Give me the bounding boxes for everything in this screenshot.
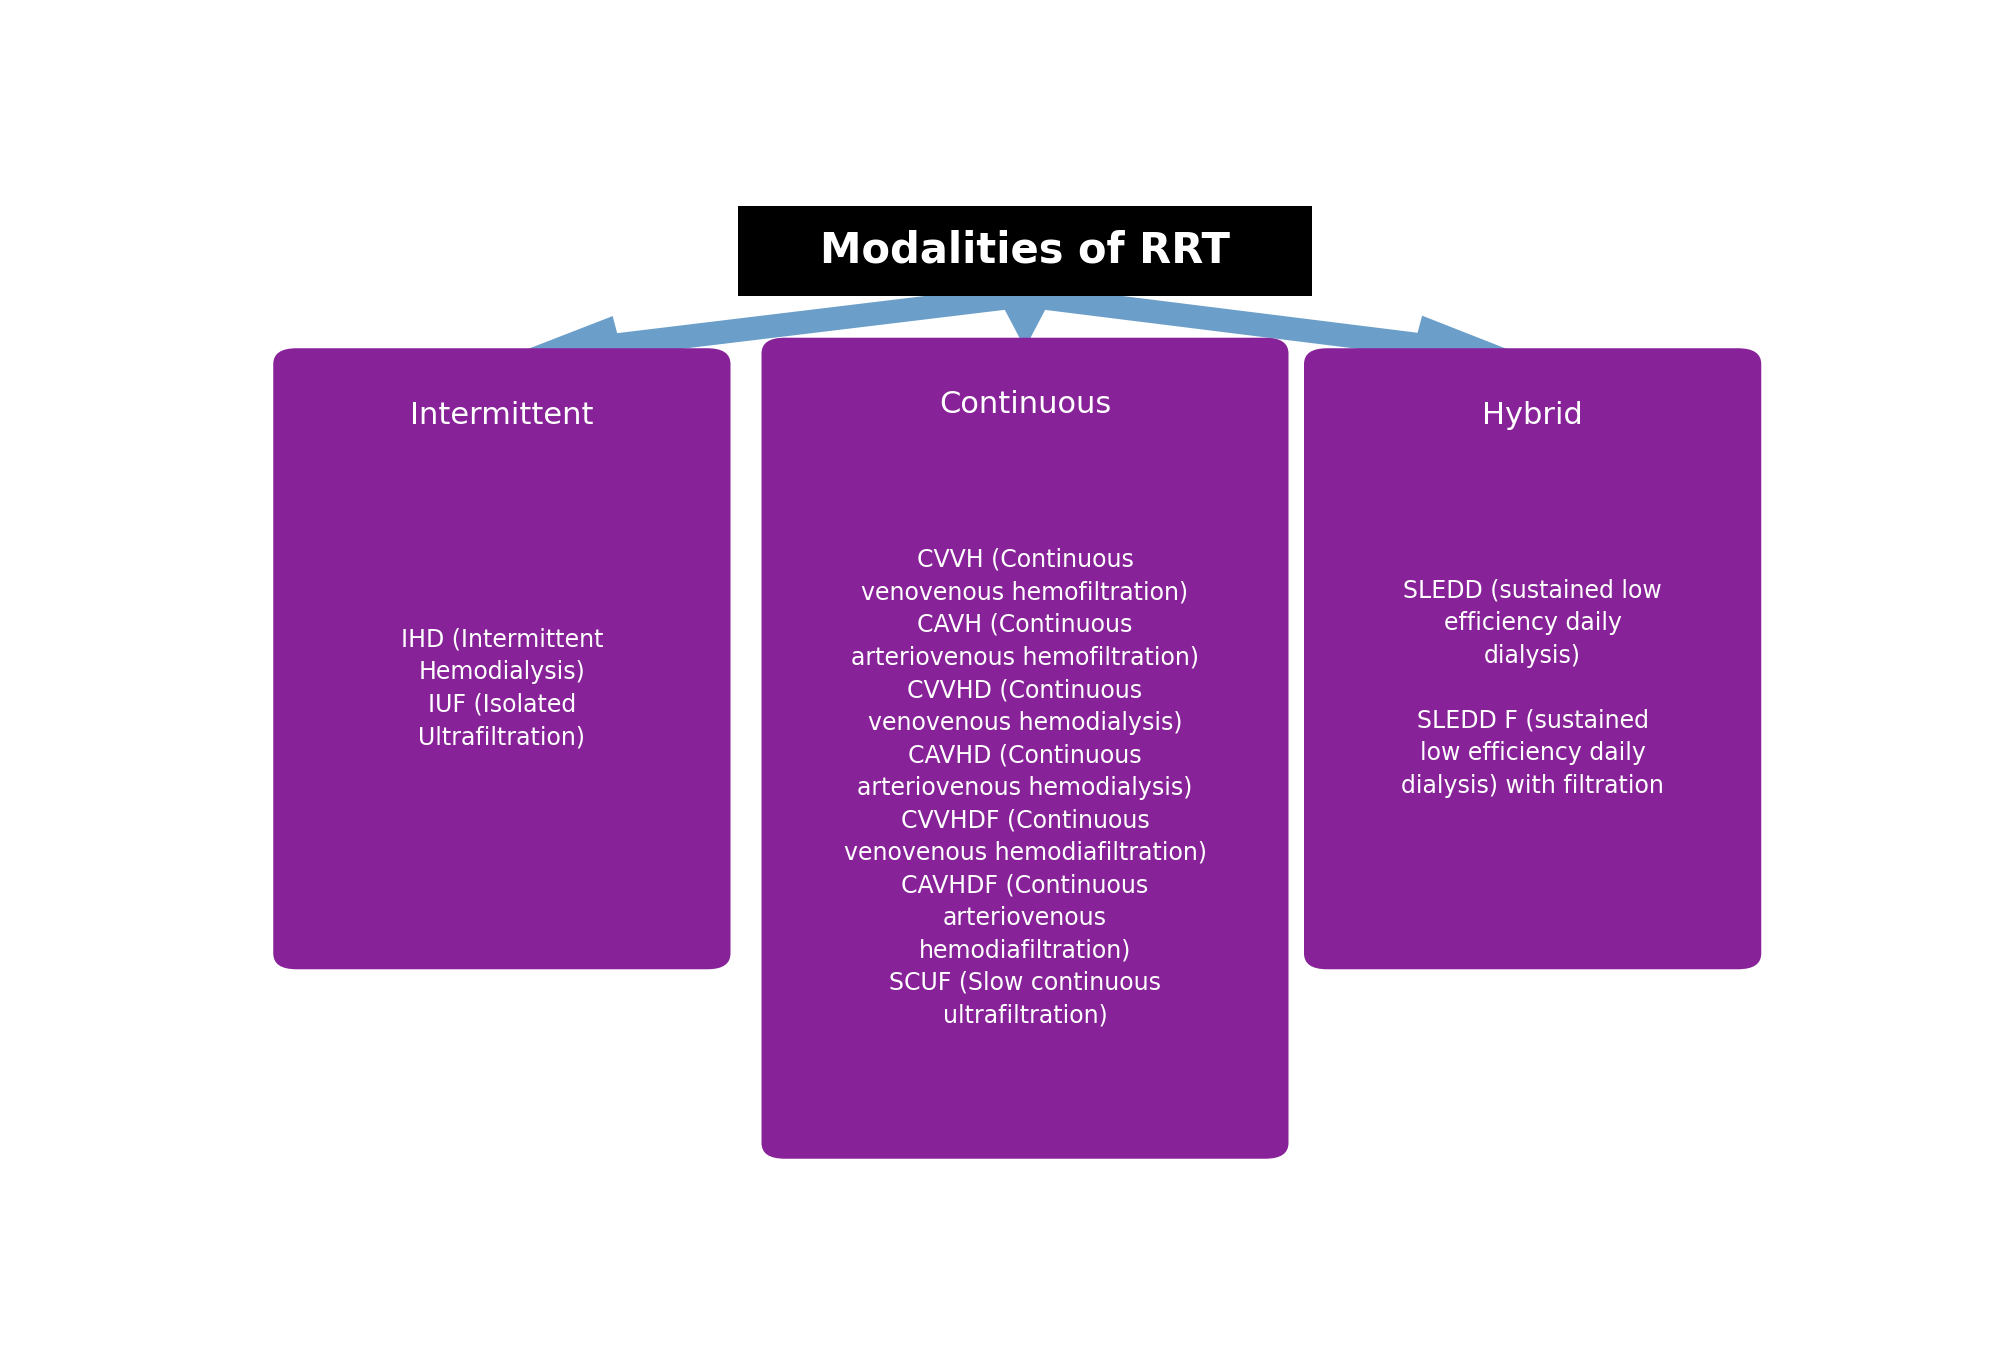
FancyBboxPatch shape bbox=[274, 349, 730, 969]
FancyBboxPatch shape bbox=[738, 206, 1312, 295]
Text: SLEDD (sustained low
efficiency daily
dialysis)

SLEDD F (sustained
low efficien: SLEDD (sustained low efficiency daily di… bbox=[1402, 578, 1664, 798]
Text: Modalities of RRT: Modalities of RRT bbox=[820, 230, 1230, 272]
Text: Continuous: Continuous bbox=[938, 391, 1112, 420]
FancyBboxPatch shape bbox=[1304, 349, 1762, 969]
FancyArrow shape bbox=[1022, 284, 1532, 373]
Text: Hybrid: Hybrid bbox=[1482, 401, 1582, 429]
FancyArrow shape bbox=[982, 267, 1068, 349]
Text: IHD (Intermittent
Hemodialysis)
IUF (Isolated
Ultrafiltration): IHD (Intermittent Hemodialysis) IUF (Iso… bbox=[400, 627, 604, 749]
Text: Intermittent: Intermittent bbox=[410, 401, 594, 429]
Text: CVVH (Continuous
venovenous hemofiltration)
CAVH (Continuous
arteriovenous hemof: CVVH (Continuous venovenous hemofiltrati… bbox=[844, 548, 1206, 1028]
FancyArrow shape bbox=[502, 284, 1028, 373]
FancyBboxPatch shape bbox=[762, 338, 1288, 1159]
